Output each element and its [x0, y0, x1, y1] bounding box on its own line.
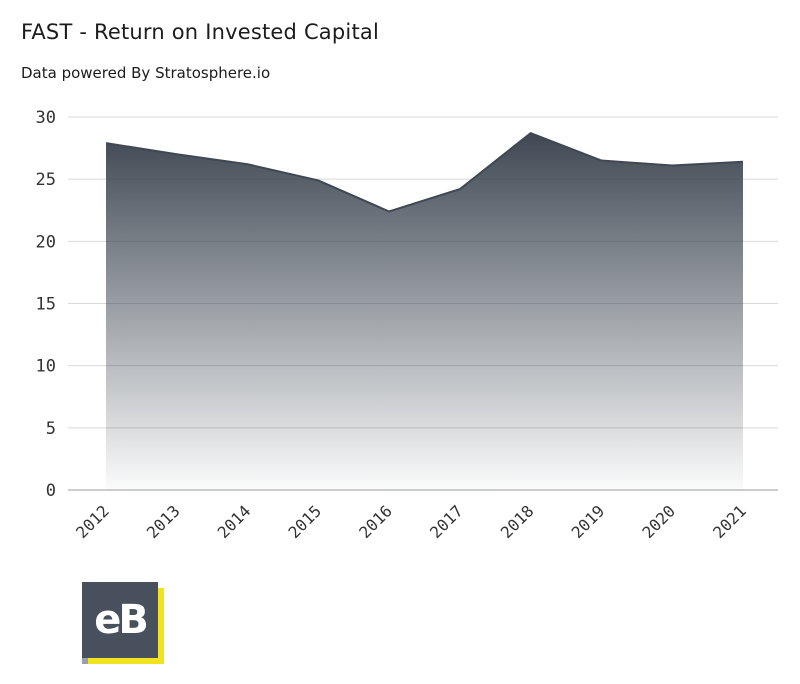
x-tick-label: 2015: [284, 501, 325, 542]
y-tick-label: 10: [36, 357, 56, 377]
chart-title: FAST - Return on Invested Capital: [21, 20, 379, 44]
y-tick-label: 15: [36, 295, 56, 315]
x-tick-label: 2020: [638, 501, 679, 542]
chart-subtitle: Data powered By Stratosphere.io: [21, 64, 271, 82]
x-tick-label: 2014: [214, 501, 255, 542]
x-tick-label: 2013: [143, 501, 184, 542]
y-tick-label: 0: [46, 481, 56, 501]
x-tick-label: 2019: [568, 501, 609, 542]
series-line: [105, 132, 744, 213]
x-tick-label: 2018: [497, 501, 538, 542]
logo-text: eB: [94, 597, 149, 643]
y-axis-ticks: 0 5 10 15 20 25 30: [36, 108, 56, 501]
x-tick-label: 2021: [709, 501, 750, 542]
y-tick-label: 25: [36, 170, 56, 190]
y-tick-label: 5: [46, 419, 56, 439]
x-tick-label: 2017: [426, 501, 467, 542]
y-tick-label: 30: [36, 108, 56, 128]
logo-box: eB: [82, 582, 158, 658]
brand-logo: eB: [82, 582, 164, 664]
logo-corner: [82, 658, 88, 664]
x-tick-label: 2012: [72, 501, 113, 542]
x-axis-ticks: 2012 2013 2014 2015 2016 2017 2018 2019 2020 2021: [72, 501, 750, 542]
area-series: [105, 132, 744, 490]
x-tick-label: 2016: [355, 501, 396, 542]
y-tick-label: 20: [36, 232, 56, 252]
area-fill: [106, 133, 743, 490]
